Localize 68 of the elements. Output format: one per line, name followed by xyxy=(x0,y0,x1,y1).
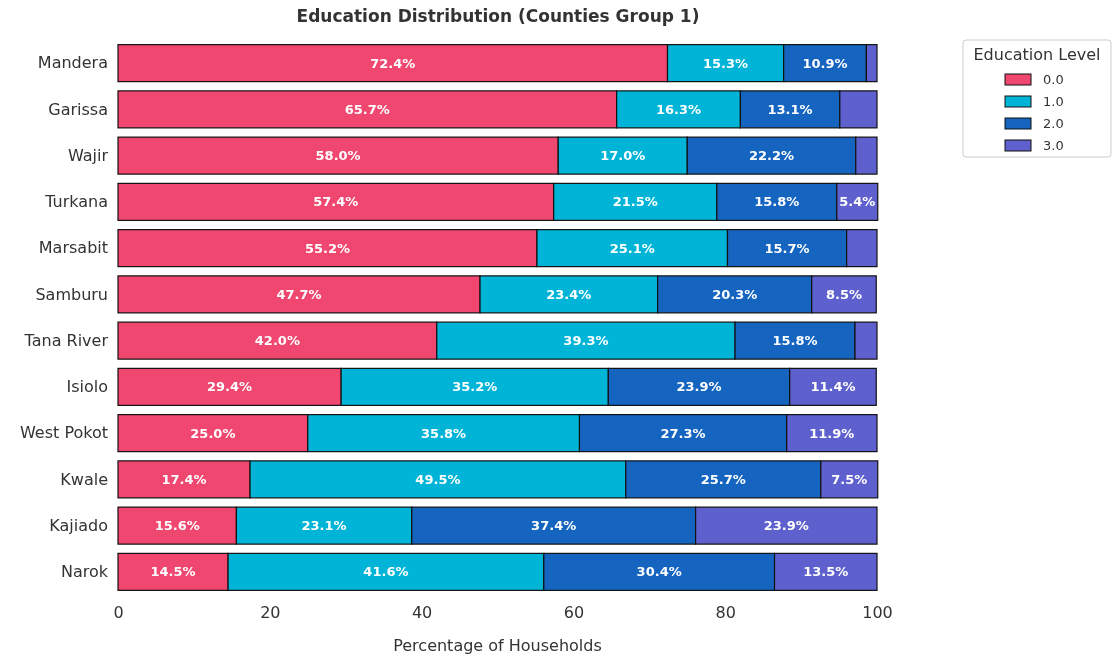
data-label: 42.0% xyxy=(254,333,300,349)
data-label: 8.5% xyxy=(825,286,863,302)
legend-label: 0.0 xyxy=(1043,72,1064,87)
data-label: 25.0% xyxy=(190,425,236,441)
data-label: 11.9% xyxy=(809,425,855,441)
y-tick-label: Tana River xyxy=(23,330,109,350)
data-label: 41.6% xyxy=(363,564,409,580)
y-tick-label: Wajir xyxy=(67,145,109,165)
chart-title: Education Distribution (Counties Group 1) xyxy=(296,6,700,26)
data-label: 35.8% xyxy=(421,425,467,441)
data-label: 15.3% xyxy=(703,55,749,71)
data-label: 29.4% xyxy=(207,379,253,395)
y-tick-label: Turkana xyxy=(44,191,108,211)
y-tick-label: Mandera xyxy=(37,53,108,73)
data-label: 23.1% xyxy=(301,518,347,534)
data-label: 39.3% xyxy=(563,333,609,349)
legend-label: 2.0 xyxy=(1043,116,1064,131)
y-tick-label: Marsabit xyxy=(38,238,108,258)
y-tick-label: Narok xyxy=(60,561,109,581)
data-label: 17.4% xyxy=(161,471,207,487)
data-label: 30.4% xyxy=(636,564,682,580)
data-label: 25.1% xyxy=(609,240,655,256)
data-label: 65.7% xyxy=(344,101,390,117)
x-tick-label: 0 xyxy=(113,603,124,623)
x-tick-label: 100 xyxy=(862,603,893,623)
data-label: 13.1% xyxy=(767,101,813,117)
data-label: 20.3% xyxy=(712,286,758,302)
legend-label: 1.0 xyxy=(1043,94,1064,109)
data-label: 23.4% xyxy=(546,286,592,302)
legend-label: 3.0 xyxy=(1043,138,1064,153)
data-label: 58.0% xyxy=(315,148,361,164)
x-tick-label: 40 xyxy=(411,603,433,623)
x-tick-label: 20 xyxy=(260,603,281,623)
y-tick-label: Kwale xyxy=(60,469,108,489)
data-label: 37.4% xyxy=(531,518,577,534)
data-label: 25.7% xyxy=(700,471,746,487)
data-label: 15.8% xyxy=(772,333,818,349)
y-tick-label: West Pokot xyxy=(19,423,108,443)
data-label: 72.4% xyxy=(370,55,416,71)
legend-title: Education Level xyxy=(973,45,1101,64)
x-tick-label: 60 xyxy=(563,603,585,623)
data-label: 11.4% xyxy=(810,379,856,395)
x-axis-title: Percentage of Households xyxy=(393,636,602,655)
data-label: 17.0% xyxy=(600,148,646,164)
data-label: 7.5% xyxy=(831,471,868,487)
data-label: 49.5% xyxy=(415,471,461,487)
data-label: 47.7% xyxy=(276,286,322,302)
data-label: 15.6% xyxy=(154,518,200,534)
y-tick-label: Isiolo xyxy=(66,376,108,396)
data-label: 27.3% xyxy=(660,425,706,441)
data-label: 16.3% xyxy=(655,101,702,117)
data-label: 13.5% xyxy=(803,564,849,580)
x-tick-label: 80 xyxy=(715,603,736,623)
data-label: 5.4% xyxy=(839,194,876,210)
data-label: 22.2% xyxy=(748,148,795,164)
data-label: 23.9% xyxy=(676,379,722,395)
y-tick-label: Garissa xyxy=(48,99,108,119)
y-tick-label: Samburu xyxy=(35,284,108,304)
data-label: 35.2% xyxy=(452,379,498,395)
data-label: 23.9% xyxy=(763,518,809,534)
data-label: 55.2% xyxy=(304,240,351,256)
data-label: 21.5% xyxy=(612,194,658,210)
data-label: 14.5% xyxy=(150,564,196,580)
y-tick-label: Kajiado xyxy=(49,515,108,535)
data-label: 57.4% xyxy=(313,194,359,210)
data-label: 10.9% xyxy=(802,55,848,71)
data-label: 15.7% xyxy=(764,240,810,256)
data-label: 15.8% xyxy=(754,194,800,210)
